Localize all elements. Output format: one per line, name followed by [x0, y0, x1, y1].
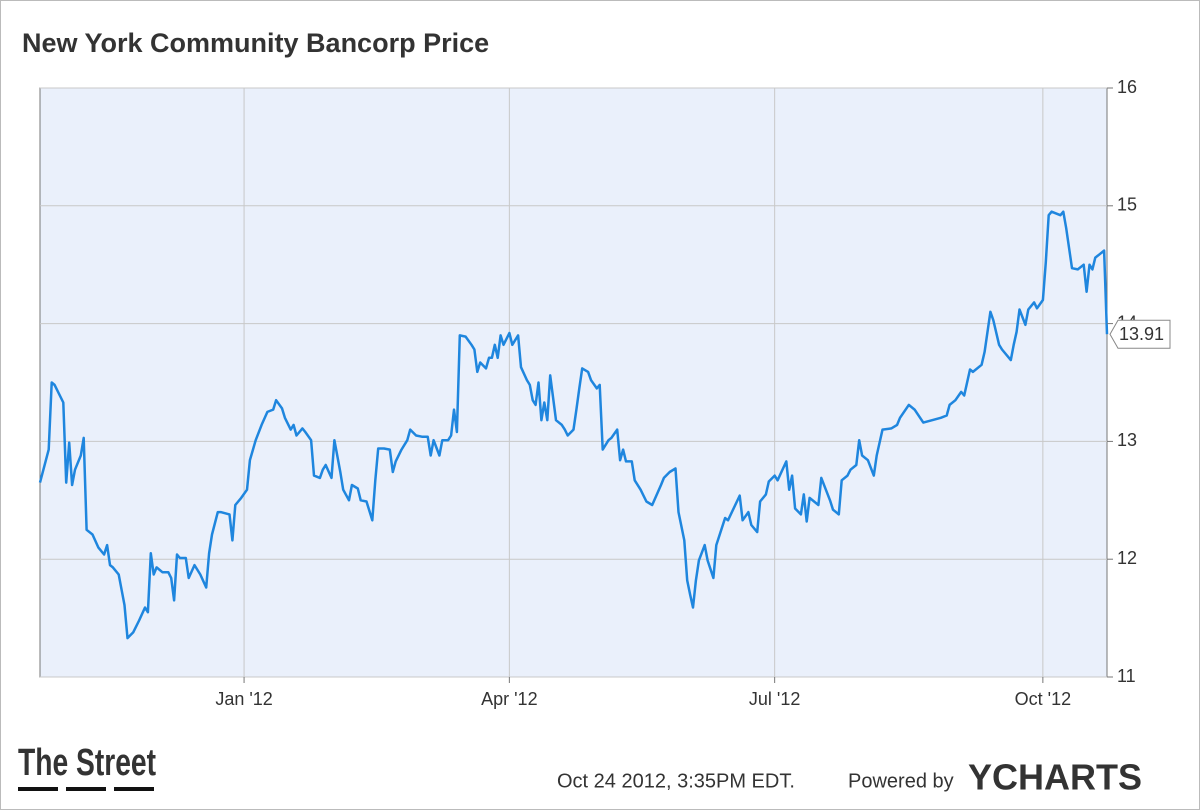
x-tick-label: Apr '12 [481, 689, 537, 709]
chart-title: New York Community Bancorp Price [22, 28, 489, 58]
timestamp: Oct 24 2012, 3:35PM EDT. [557, 770, 795, 792]
x-tick-label: Jan '12 [215, 689, 272, 709]
y-tick-label: 16 [1117, 77, 1137, 97]
last-value-box [1109, 319, 1171, 349]
y-tick-label: 12 [1117, 548, 1137, 568]
x-tick-label: Jul '12 [749, 689, 800, 709]
source-logo: The Street [18, 742, 156, 784]
grid [40, 87, 1107, 678]
logo-bar [114, 787, 154, 791]
plot-area [39, 87, 1108, 678]
logo-bar [18, 787, 58, 791]
y-tick-label: 15 [1117, 195, 1137, 215]
brand-logo: YCHARTS [968, 757, 1142, 798]
last-value-label: 13.91 [1119, 324, 1164, 344]
marks [38, 210, 1109, 640]
logo-bar [66, 787, 106, 791]
y-tick-label: 11 [1117, 666, 1136, 686]
powered-by: Powered by [848, 770, 954, 792]
x-tick-label: Oct '12 [1015, 689, 1071, 709]
price-line [38, 210, 1109, 640]
y-tick-label: 13 [1117, 430, 1137, 450]
